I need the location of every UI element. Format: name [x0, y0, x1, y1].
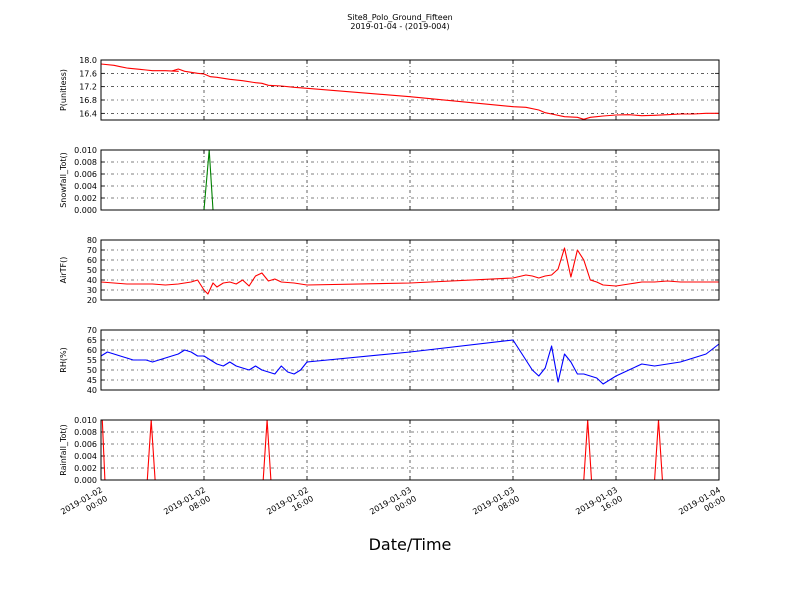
y-tick-label: 0.010	[74, 416, 97, 425]
y-axis-label: Snowfall_Tot()	[59, 152, 68, 208]
series-line	[100, 339, 720, 385]
y-tick-label: 20	[87, 296, 97, 305]
y-tick-label: 55	[87, 356, 97, 365]
y-tick-label: 60	[87, 256, 97, 265]
y-tick-label: 50	[87, 266, 97, 275]
y-tick-label: 0.010	[74, 146, 97, 155]
series-line	[100, 63, 719, 120]
plot-frame	[100, 419, 720, 481]
y-tick-label: 45	[87, 376, 97, 385]
y-tick-label: 40	[87, 276, 97, 285]
y-tick-label: 0.004	[74, 452, 97, 461]
y-tick-label: 0.008	[74, 158, 97, 167]
y-tick-label: 70	[87, 326, 97, 335]
y-tick-label: 0.004	[74, 182, 97, 191]
y-tick-label: 0.000	[74, 206, 97, 215]
y-tick-label: 40	[87, 386, 97, 395]
y-tick-label: 50	[87, 366, 97, 375]
y-tick-label: 0.008	[74, 428, 97, 437]
y-tick-label: 16.4	[79, 109, 97, 118]
y-tick-label: 65	[87, 336, 97, 345]
y-tick-label: 80	[87, 236, 97, 245]
chart-panel-2: 0.000 0.002 0.004 0.006 0.008 0.010 Snowfall_T…	[59, 146, 720, 215]
chart-panel-5: 0.000 0.002 0.004 0.006 0.008 0.010 Rainfall_T…	[59, 416, 720, 485]
y-tick-label: 0.000	[74, 476, 97, 485]
chart-panel-1: 16.4 16.8 17.2 17.6 18.0 P(unitless)	[59, 56, 720, 121]
y-axis-label: P(unitless)	[59, 69, 68, 111]
y-tick-label: 0.002	[74, 464, 97, 473]
plot-frame	[100, 329, 720, 391]
y-tick-label: 30	[87, 286, 97, 295]
chart-title: Site8_Polo_Ground_Fifteen	[347, 13, 452, 22]
y-axis-label: AirTF()	[59, 257, 68, 284]
plot-frame	[100, 59, 720, 121]
chart-subtitle: 2019-01-04 - (2019-004)	[350, 22, 449, 31]
y-tick-label: 17.2	[79, 83, 97, 92]
y-axis-label: RH(%)	[59, 347, 68, 372]
plot-frame	[100, 239, 720, 301]
y-tick-label: 70	[87, 246, 97, 255]
y-tick-label: 0.002	[74, 194, 97, 203]
series-line	[100, 247, 719, 295]
y-tick-label: 60	[87, 346, 97, 355]
plot-frame	[100, 149, 720, 211]
y-tick-label: 0.006	[74, 170, 97, 179]
y-axis-label: Rainfall_Tot()	[59, 424, 68, 476]
y-tick-label: 18.0	[79, 56, 97, 65]
x-axis-label: Date/Time	[369, 535, 452, 554]
y-tick-label: 17.6	[79, 69, 97, 78]
y-tick-label: 16.8	[79, 96, 97, 105]
y-tick-label: 0.006	[74, 440, 97, 449]
